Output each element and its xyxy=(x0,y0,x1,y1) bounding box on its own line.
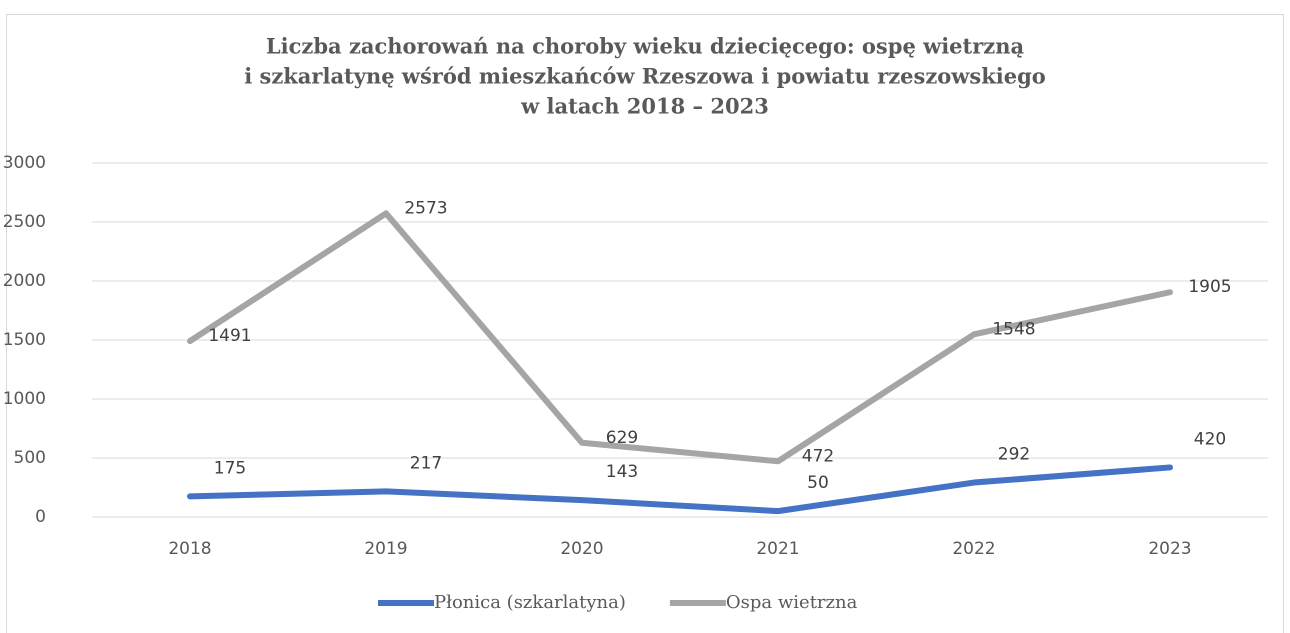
x-tick-label: 2018 xyxy=(168,539,211,559)
series-line xyxy=(187,210,1173,465)
data-label: 472 xyxy=(802,446,834,466)
x-tick-label: 2023 xyxy=(1148,539,1191,559)
data-label: 1905 xyxy=(1188,277,1231,297)
y-tick-label: 1000 xyxy=(3,389,46,409)
data-label: 50 xyxy=(807,473,829,493)
y-tick-label: 1500 xyxy=(3,330,46,350)
y-tick-label: 2000 xyxy=(3,271,46,291)
data-label: 629 xyxy=(606,428,638,448)
legend-label: Ospa wietrzna xyxy=(726,592,858,613)
data-label: 292 xyxy=(998,445,1030,465)
x-tick-label: 2022 xyxy=(952,539,995,559)
chart-title: Liczba zachorowań na choroby wieku dziec… xyxy=(266,34,1025,59)
chart-title: i szkarlatynę wśród mieszkańców Rzeszowa… xyxy=(244,64,1046,89)
x-tick-label: 2020 xyxy=(560,539,603,559)
chart-title: w latach 2018 – 2023 xyxy=(520,94,769,119)
x-tick-label: 2021 xyxy=(756,539,799,559)
x-tick-label: 2019 xyxy=(364,539,407,559)
y-tick-label: 0 xyxy=(35,507,46,527)
y-tick-label: 500 xyxy=(14,448,46,468)
series-line xyxy=(187,464,1173,515)
data-label: 217 xyxy=(410,453,442,473)
data-label: 1548 xyxy=(992,319,1035,339)
y-tick-label: 3000 xyxy=(3,153,46,173)
data-label: 2573 xyxy=(404,198,447,218)
data-label: 175 xyxy=(214,458,246,478)
data-label: 143 xyxy=(606,462,638,482)
y-tick-label: 2500 xyxy=(3,212,46,232)
legend-label: Płonica (szkarlatyna) xyxy=(434,592,626,613)
data-label: 420 xyxy=(1194,429,1226,449)
data-label: 1491 xyxy=(208,326,251,346)
